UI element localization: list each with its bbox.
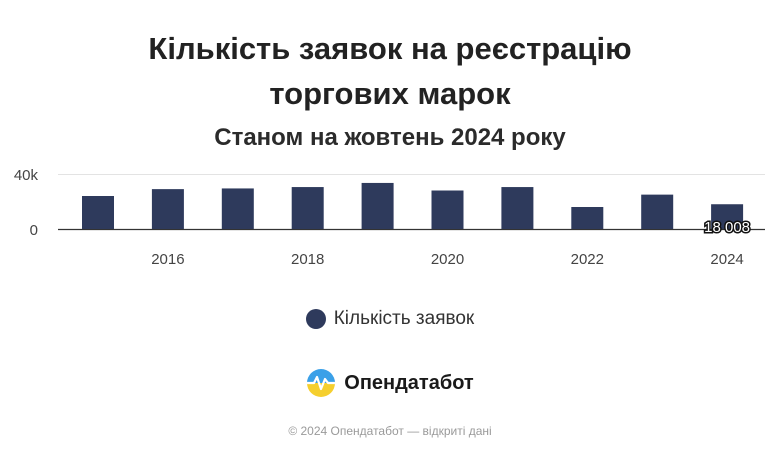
bar-2018 bbox=[291, 187, 324, 229]
x-tick-label: 2022 bbox=[571, 251, 604, 268]
x-tick-label: 2018 bbox=[291, 251, 324, 268]
bar-2019 bbox=[361, 182, 394, 229]
x-tick-label: 2016 bbox=[151, 251, 184, 268]
bar-2024 bbox=[711, 204, 744, 229]
bar-2021 bbox=[501, 187, 534, 229]
brand-logo[interactable]: Опендатабот bbox=[0, 368, 780, 398]
y-tick-label: 40k bbox=[14, 167, 39, 184]
legend-marker bbox=[305, 309, 326, 329]
chart-title-line-1: Кількість заявок на реєстрацію bbox=[148, 31, 632, 66]
bar-2017 bbox=[221, 188, 254, 229]
brand-name: Опендатабот bbox=[344, 371, 474, 394]
footer-credit: © 2024 Опендатабот — відкриті дані bbox=[288, 424, 492, 438]
bar-chart: 40k 0 2016 2018 2020 2022 2024 18 008 bbox=[14, 167, 765, 268]
bar-2022 bbox=[571, 207, 604, 229]
data-label: 18 008 bbox=[704, 219, 750, 236]
bar-2015 bbox=[82, 196, 114, 229]
bar-2016 bbox=[151, 189, 184, 229]
bar-2020 bbox=[431, 190, 464, 229]
x-tick-label: 2024 bbox=[710, 251, 743, 268]
y-tick-label: 0 bbox=[30, 222, 38, 239]
legend[interactable]: Кількість заявок bbox=[0, 308, 780, 330]
x-tick-label: 2020 bbox=[431, 251, 464, 268]
bar-2023 bbox=[641, 194, 674, 229]
opendatabot-logo-icon bbox=[307, 369, 336, 397]
legend-label: Кількість заявок bbox=[333, 308, 475, 329]
chart-title: Кількість заявок на реєстрацію торгових … bbox=[0, 26, 780, 116]
chart-subtitle: Станом на жовтень 2024 року bbox=[214, 124, 566, 151]
chart-title-line-2: торгових марок bbox=[269, 76, 511, 111]
